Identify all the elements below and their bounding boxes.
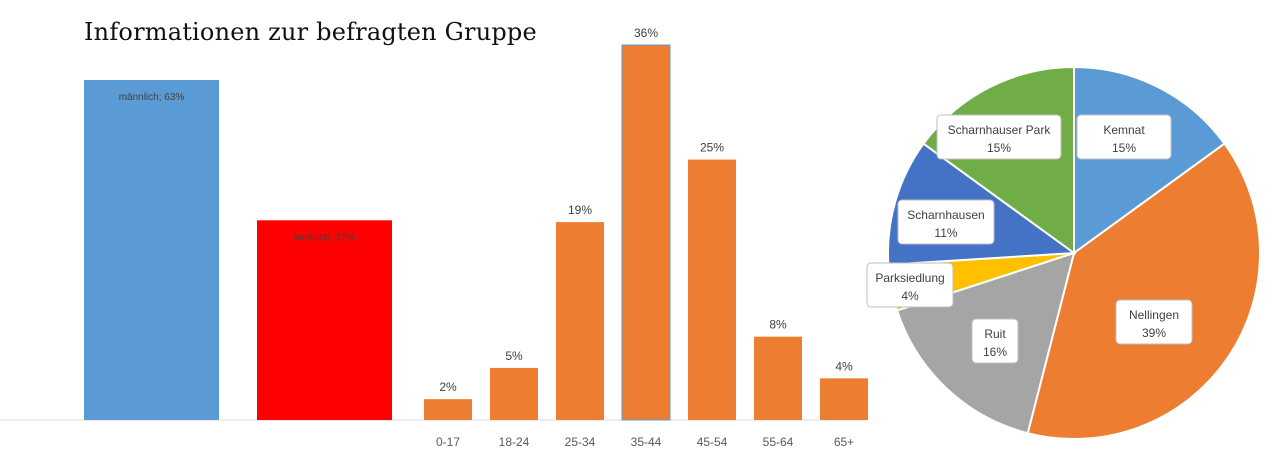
age-bar-label-25-34: 19% — [568, 203, 592, 217]
age-bar-55-64 — [754, 336, 802, 420]
age-category-25-34: 25-34 — [565, 435, 596, 449]
age-bar-65+ — [820, 378, 868, 420]
pie-label-pct-kemnat: 15% — [1112, 141, 1136, 155]
age-category-45-54: 45-54 — [697, 435, 728, 449]
pie-slice-nellingen — [1026, 142, 1261, 440]
age-category-0-17: 0-17 — [436, 435, 460, 449]
pie-label-box-scharnhausen — [897, 199, 995, 245]
pie-slice-scharnhauser-park — [922, 65, 1075, 255]
gender-bar-1 — [84, 80, 219, 420]
age-bar-25-34 — [556, 222, 604, 420]
gender-bar-label-1: männlich; 63% — [119, 92, 185, 103]
age-bar-label-55-64: 8% — [769, 318, 787, 332]
pie-label-name-scharnhauser-park: Scharnhauser Park — [948, 123, 1052, 137]
pie-label-pct-nellingen: 39% — [1142, 326, 1166, 340]
pie-label-box-parksiedlung — [866, 262, 954, 308]
age-bar-18-24 — [490, 367, 538, 420]
pie-label-box-kemnat — [1076, 114, 1172, 160]
pie-label-name-kemnat: Kemnat — [1103, 123, 1145, 137]
pie-label-box-ruit — [971, 318, 1019, 364]
pie-label-pct-scharnhausen: 11% — [934, 226, 957, 240]
pie-slice-kemnat — [1073, 65, 1226, 255]
pie-label-name-ruit: Ruit — [984, 327, 1006, 341]
age-category-18-24: 18-24 — [499, 435, 530, 449]
pie-label-name-scharnhausen: Scharnhausen — [907, 208, 984, 222]
pie-label-name-nellingen: Nellingen — [1129, 308, 1179, 322]
pie-label-pct-ruit: 16% — [983, 345, 1007, 359]
age-category-55-64: 55-64 — [763, 435, 794, 449]
pie-label-box-nellingen — [1115, 299, 1193, 345]
gender-bar-label-2: weiblich; 37% — [293, 232, 355, 243]
age-bar-label-45-54: 25% — [700, 141, 724, 155]
pie-label-name-parksiedlung: Parksiedlung — [875, 271, 944, 285]
age-category-65+: 65+ — [834, 435, 854, 449]
age-bar-label-18-24: 5% — [505, 349, 523, 363]
age-bar-label-35-44: 36% — [634, 26, 658, 40]
age-bar-45-54 — [688, 159, 736, 421]
gender-bar-2 — [257, 220, 392, 420]
pie-label-box-scharnhauser-park — [936, 114, 1062, 160]
age-bar-label-0-17: 2% — [439, 380, 457, 394]
age-category-35-44: 35-44 — [631, 435, 662, 449]
age-bar-35-44 — [621, 44, 671, 421]
pie-label-pct-parksiedlung: 4% — [901, 289, 919, 303]
age-bar-0-17 — [424, 399, 472, 420]
age-bar-label-65+: 4% — [835, 359, 853, 373]
chart-title: Informationen zur befragten Gruppe — [84, 18, 537, 46]
pie-label-pct-scharnhauser-park: 15% — [987, 141, 1011, 155]
